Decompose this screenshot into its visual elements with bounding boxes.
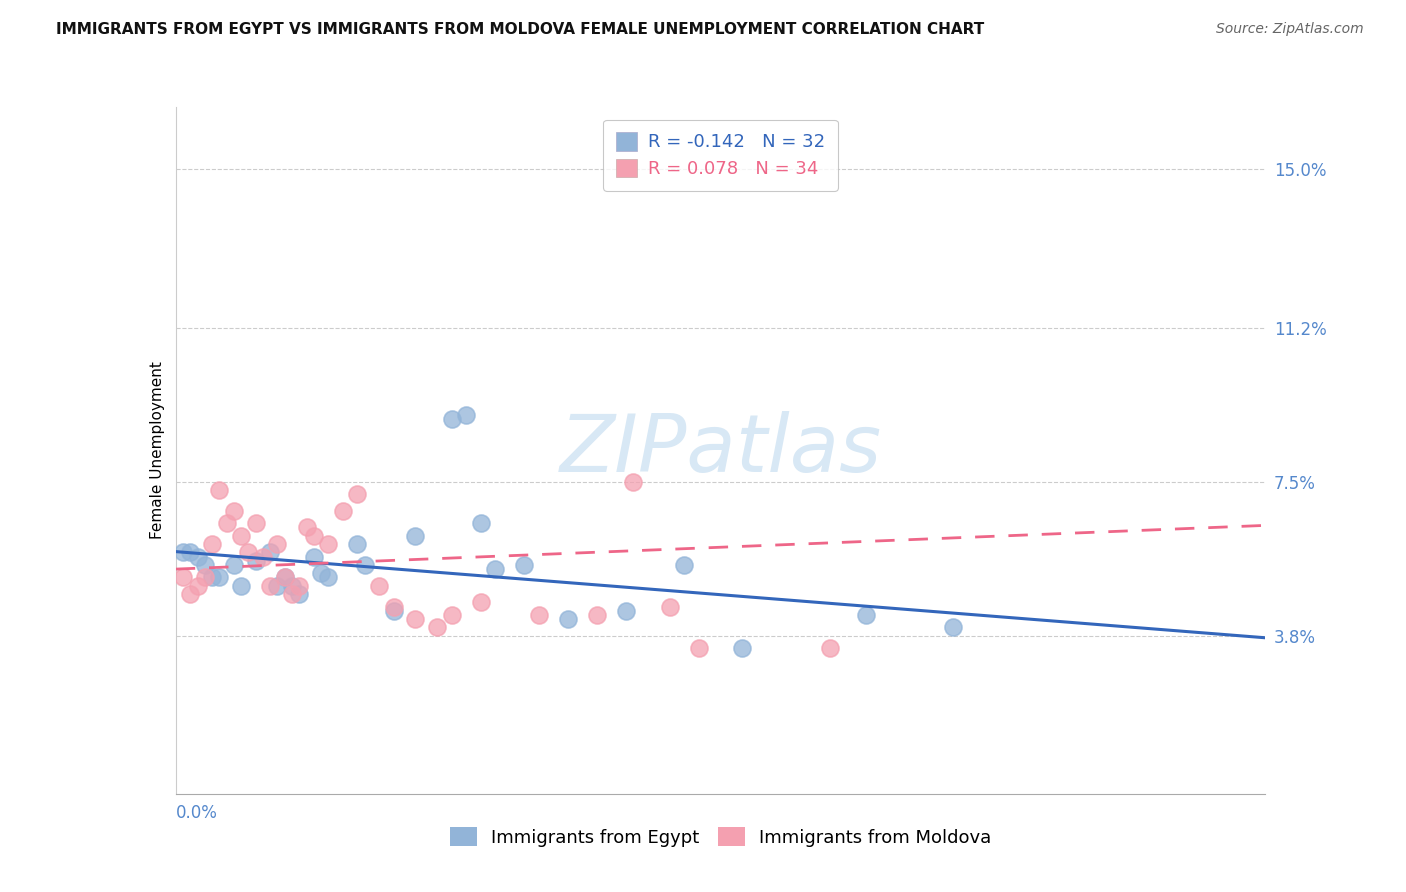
Point — [245, 554, 267, 568]
Point — [557, 612, 579, 626]
Point — [855, 607, 877, 622]
Legend: R = -0.142   N = 32, R = 0.078   N = 34: R = -0.142 N = 32, R = 0.078 N = 34 — [603, 120, 838, 191]
Point — [621, 475, 644, 489]
Point — [295, 520, 318, 534]
Point — [318, 570, 340, 584]
Point — [222, 504, 245, 518]
Point — [818, 641, 841, 656]
Point — [288, 579, 311, 593]
Point — [368, 579, 391, 593]
Point — [673, 558, 696, 572]
Point — [201, 570, 224, 584]
Point — [238, 545, 260, 559]
Point — [186, 549, 209, 564]
Point — [688, 641, 710, 656]
Point — [513, 558, 536, 572]
Point — [281, 587, 304, 601]
Point — [586, 607, 609, 622]
Point — [194, 570, 217, 584]
Point — [172, 570, 194, 584]
Point — [470, 516, 492, 531]
Point — [456, 408, 478, 422]
Point — [259, 579, 281, 593]
Point — [231, 579, 253, 593]
Point — [274, 570, 297, 584]
Point — [245, 516, 267, 531]
Point — [186, 579, 209, 593]
Point — [942, 620, 965, 634]
Point — [231, 529, 253, 543]
Point — [266, 579, 288, 593]
Point — [353, 558, 375, 572]
Point — [222, 558, 245, 572]
Point — [281, 579, 304, 593]
Point — [302, 549, 325, 564]
Point — [208, 483, 231, 497]
Point — [405, 529, 427, 543]
Point — [614, 604, 637, 618]
Point — [382, 599, 405, 614]
Point — [440, 607, 463, 622]
Point — [318, 537, 340, 551]
Point — [179, 545, 201, 559]
Point — [382, 604, 405, 618]
Text: IMMIGRANTS FROM EGYPT VS IMMIGRANTS FROM MOLDOVA FEMALE UNEMPLOYMENT CORRELATION: IMMIGRANTS FROM EGYPT VS IMMIGRANTS FROM… — [56, 22, 984, 37]
Text: ZIPatlas: ZIPatlas — [560, 411, 882, 490]
Text: 0.0%: 0.0% — [176, 805, 218, 822]
Point — [484, 562, 506, 576]
Point — [288, 587, 311, 601]
Point — [215, 516, 238, 531]
Point — [172, 545, 194, 559]
Point — [309, 566, 332, 581]
Point — [440, 412, 463, 426]
Point — [731, 641, 754, 656]
Point — [302, 529, 325, 543]
Point — [332, 504, 354, 518]
Point — [470, 595, 492, 609]
Point — [179, 587, 201, 601]
Y-axis label: Female Unemployment: Female Unemployment — [149, 361, 165, 540]
Point — [405, 612, 427, 626]
Point — [346, 487, 368, 501]
Point — [658, 599, 681, 614]
Point — [252, 549, 274, 564]
Point — [208, 570, 231, 584]
Point — [266, 537, 288, 551]
Point — [274, 570, 297, 584]
Point — [194, 558, 217, 572]
Point — [346, 537, 368, 551]
Point — [201, 537, 224, 551]
Text: Source: ZipAtlas.com: Source: ZipAtlas.com — [1216, 22, 1364, 37]
Point — [259, 545, 281, 559]
Point — [527, 607, 550, 622]
Point — [426, 620, 449, 634]
